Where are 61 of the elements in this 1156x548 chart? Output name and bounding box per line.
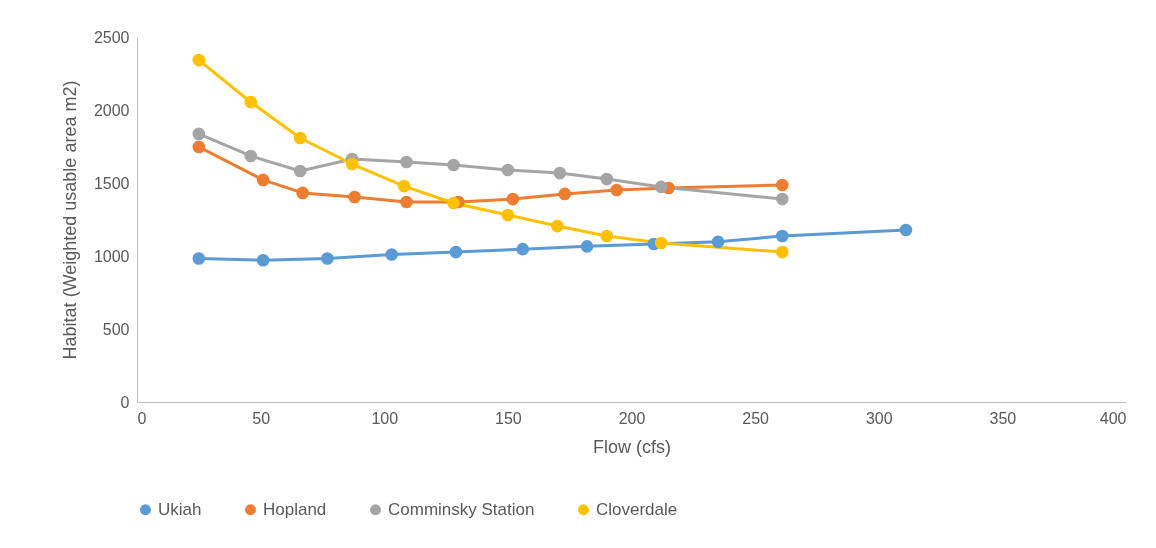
point (244, 149, 258, 163)
point (600, 229, 614, 243)
point (551, 219, 564, 233)
x-tick-label: 300 (865, 409, 893, 427)
point (600, 172, 614, 186)
point (400, 195, 413, 209)
x-tick-label: 250 (742, 409, 770, 427)
point (321, 252, 334, 265)
legend-label: Comminsky Station (388, 499, 535, 519)
x-tick-label: 50 (252, 409, 271, 427)
point (654, 180, 668, 194)
point (553, 166, 567, 180)
point (501, 208, 515, 222)
x-tick-label: 0 (137, 409, 147, 427)
point (506, 192, 520, 206)
x-axis-title: Flow (cfs) (593, 436, 671, 457)
point (776, 178, 789, 192)
legend-label: Ukiah (158, 499, 202, 519)
point (447, 196, 460, 210)
point (192, 53, 206, 67)
point (558, 187, 572, 201)
point (516, 242, 530, 256)
point (776, 229, 789, 243)
y-tick-label: 500 (102, 320, 130, 338)
x-tick-label: 200 (618, 409, 646, 427)
point (293, 131, 307, 145)
point (580, 240, 594, 253)
point (256, 253, 270, 267)
point (397, 179, 411, 193)
point (899, 223, 913, 237)
point (256, 173, 270, 187)
point (244, 95, 258, 109)
y-tick-label: 0 (120, 393, 130, 411)
point (400, 155, 413, 169)
x-tick-label: 400 (1099, 409, 1127, 427)
point (192, 252, 206, 265)
y-axis-title: Habitat (Weighted usable area m2) (59, 80, 80, 360)
point (348, 190, 361, 204)
point (654, 236, 668, 250)
x-tick-label: 350 (989, 409, 1017, 427)
point (345, 157, 359, 171)
point (711, 235, 725, 249)
point (776, 245, 789, 259)
y-tick-label: 2500 (93, 28, 130, 46)
point (192, 140, 206, 154)
point (449, 245, 463, 259)
point (385, 248, 398, 261)
point (610, 183, 623, 197)
y-tick-label: 1000 (93, 247, 130, 265)
point (296, 186, 309, 200)
point (447, 158, 460, 172)
y-tick-label: 1500 (93, 174, 130, 192)
x-tick-label: 150 (495, 409, 522, 427)
point (776, 192, 789, 206)
x-tick-label: 100 (371, 409, 399, 427)
y-tick-label: 2000 (93, 101, 130, 119)
legend-label: Cloverdale (596, 499, 678, 519)
point (501, 163, 515, 177)
legend-label: Hopland (263, 499, 327, 519)
point (293, 164, 307, 178)
point (192, 127, 206, 141)
